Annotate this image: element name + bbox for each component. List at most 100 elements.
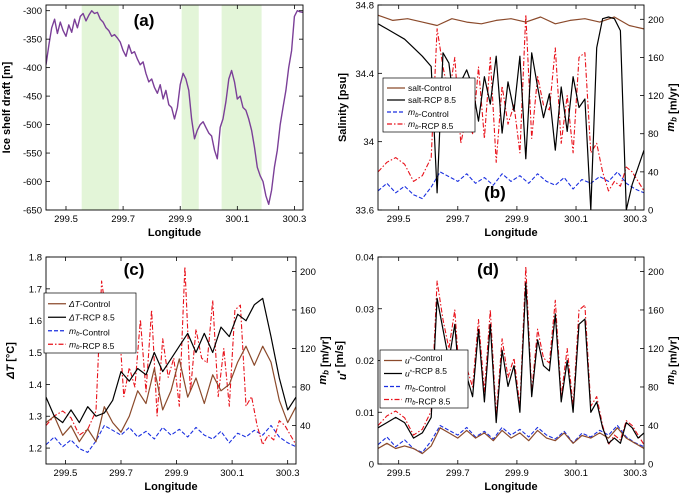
y-tick-label: 34.4 — [356, 69, 375, 80]
x-tick-label: 299.5 — [54, 214, 78, 225]
y-right-tick-label: 120 — [300, 344, 316, 355]
y-right-tick-label: 200 — [300, 267, 316, 278]
legend-label: mb-Control — [408, 107, 449, 119]
y-right-tick-label: 120 — [648, 344, 664, 355]
y-axis-title: Salinity [psu] — [337, 73, 349, 142]
x-tick-label: 300.3 — [283, 214, 307, 225]
x-tick-label: 300.3 — [623, 214, 647, 225]
legend-label: ΔT-RCP 8.5 — [68, 312, 115, 322]
y-tick-label: -500 — [23, 120, 42, 131]
x-tick-label: 300.1 — [220, 468, 244, 479]
legend-label: u*-Control — [405, 353, 442, 365]
axes-frame — [45, 4, 304, 211]
shaded-band-3 — [221, 5, 262, 210]
axes-frame — [45, 256, 297, 465]
legend-label: mb-RCP 8.5 — [405, 395, 451, 407]
legend-box — [43, 292, 137, 354]
series-line-m-b-control — [46, 424, 296, 453]
y-tick-label: 33.6 — [356, 206, 375, 217]
series-line-m-b-control — [378, 424, 644, 453]
series-group — [378, 13, 644, 210]
series-group — [378, 266, 644, 455]
y-tick-label: 0.04 — [356, 253, 375, 264]
panel-letter: (d) — [477, 260, 499, 279]
y-tick-label: -600 — [23, 177, 42, 188]
legend: salt-Control salt-RCP 8.5 mb-Controlmb-RCP… — [382, 77, 476, 133]
x-tick-label: 299.9 — [505, 468, 529, 479]
y-axis-title: Ice shelf draft [m] — [1, 61, 13, 153]
y-tick-label: 1.8 — [29, 253, 42, 264]
x-axis-title: Longitude — [144, 481, 197, 493]
y-tick-label: 1.5 — [29, 348, 42, 359]
legend-label: mb-Control — [69, 326, 110, 338]
x-axis-title: Longitude — [484, 227, 537, 239]
legend-label: mb-Control — [405, 382, 446, 394]
y-right-tick-label: 40 — [300, 421, 311, 432]
series-line--t-rcp-8-5 — [46, 297, 296, 424]
series-line-m-b-control — [378, 171, 644, 200]
y-tick-label: -400 — [23, 63, 42, 74]
x-tick-label: 300.3 — [276, 468, 300, 479]
y-right-tick-label: 120 — [648, 91, 664, 102]
legend-label: salt-Control — [408, 83, 452, 93]
y-axis-title: ΔT [°C] — [5, 342, 17, 380]
y-tick-label: 1.2 — [29, 444, 42, 455]
y-tick-label: 34 — [363, 137, 374, 148]
y-right-tick-label: 40 — [648, 167, 659, 178]
y-right-tick-label: 160 — [648, 53, 664, 64]
series-group — [46, 9, 303, 206]
legend-label: mb-RCP 8.5 — [408, 119, 454, 131]
panel-letter: (a) — [134, 11, 155, 30]
y-tick-label: -300 — [23, 6, 42, 17]
y-right-tick-label: 0 — [648, 460, 653, 471]
y-tick-label: 1.4 — [29, 380, 42, 391]
chart-panel-d: 299.5 299.7 299.9 300.1 300.300.010.020.030.… — [334, 253, 680, 493]
y-right-tick-label: 160 — [648, 305, 664, 316]
x-tick-label: 300.1 — [564, 468, 588, 479]
series-line-salt-rcp-8-5 — [378, 16, 644, 210]
series-line-ice-shelf-draft — [46, 9, 303, 206]
legend-label: ΔT-Control — [68, 299, 110, 309]
series-line-u-control — [378, 427, 644, 455]
x-tick-label: 299.7 — [446, 468, 470, 479]
chart-panel-c: 299.5 299.7 299.9 300.1 300.3 1.2 1.3 1.4 1.5 1.6… — [5, 253, 331, 493]
y-tick-label: -650 — [23, 206, 42, 217]
y-right-tick-label: 40 — [648, 421, 659, 432]
series-line-salt-control — [378, 14, 644, 30]
legend-label: mb-RCP 8.5 — [69, 339, 115, 351]
shaded-band-1 — [81, 5, 119, 210]
y-tick-label: -450 — [23, 92, 42, 103]
y-right-tick-label: 200 — [648, 267, 664, 278]
y-right-axis-title: mb [m/yr] — [665, 83, 679, 132]
y-tick-label: 1.6 — [29, 316, 42, 327]
y-tick-label: 34.8 — [356, 1, 375, 12]
x-axis-title: Longitude — [148, 227, 201, 239]
x-tick-label: 299.5 — [387, 214, 411, 225]
y-tick-label: -350 — [23, 35, 42, 46]
series-line-m-b-rcp-8-5 — [46, 266, 296, 446]
x-tick-label: 299.9 — [168, 214, 192, 225]
y-tick-label: 0.03 — [356, 304, 375, 315]
y-right-tick-label: 200 — [648, 15, 664, 26]
x-tick-label: 299.7 — [111, 214, 135, 225]
series-line-u-rcp-8-5 — [378, 282, 644, 444]
legend-label: u*-RCP 8.5 — [405, 366, 447, 378]
y-axis-title: u* [m/s] — [334, 341, 349, 380]
x-tick-label: 299.9 — [505, 214, 529, 225]
x-axis-title: Longitude — [484, 481, 537, 493]
y-right-tick-label: 0 — [648, 206, 653, 217]
y-right-tick-label: 80 — [648, 129, 659, 140]
x-tick-label: 300.3 — [623, 468, 647, 479]
x-tick-label: 300.1 — [225, 214, 249, 225]
y-tick-label: 0 — [369, 460, 374, 471]
y-tick-label: 0.02 — [356, 356, 375, 367]
x-tick-label: 299.5 — [387, 468, 411, 479]
legend-label: salt-RCP 8.5 — [408, 95, 456, 105]
y-tick-label: -550 — [23, 149, 42, 160]
legend-box — [382, 77, 476, 133]
panel-letter: (b) — [484, 183, 506, 202]
legend-box — [379, 349, 469, 409]
